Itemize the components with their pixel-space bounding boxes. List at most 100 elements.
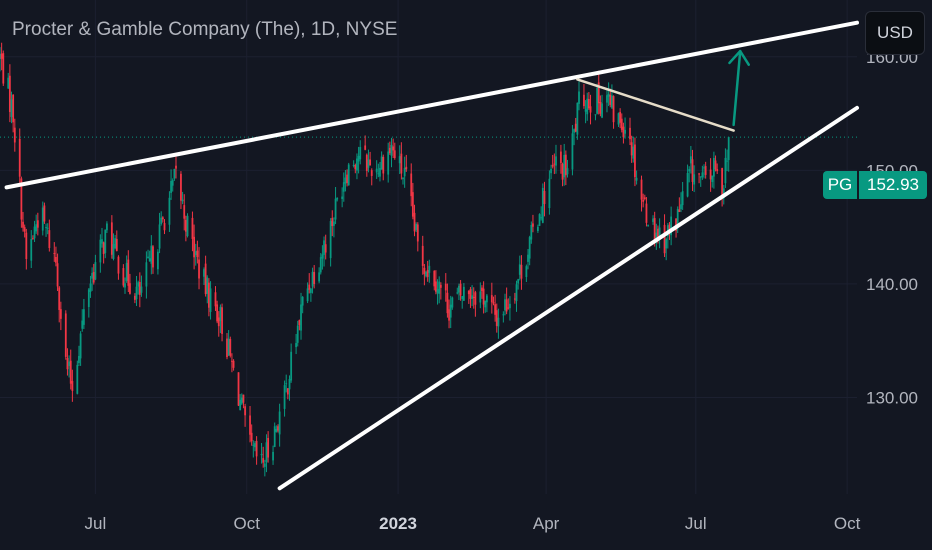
candle-body bbox=[64, 313, 67, 357]
candle-body bbox=[665, 239, 668, 249]
candle-body bbox=[352, 165, 355, 167]
candle-body bbox=[183, 205, 186, 219]
candle-body bbox=[415, 224, 418, 230]
candle-body bbox=[617, 113, 620, 125]
candle-body bbox=[272, 451, 274, 461]
candle-body bbox=[7, 77, 10, 89]
candle-body bbox=[163, 223, 166, 231]
candle-body bbox=[444, 283, 447, 291]
candle-body bbox=[277, 426, 279, 431]
candle-body bbox=[117, 256, 120, 274]
candle-body bbox=[392, 146, 395, 151]
candle-body bbox=[341, 196, 344, 199]
candle-body bbox=[229, 339, 232, 356]
candle-body bbox=[285, 383, 288, 385]
candle-body bbox=[239, 399, 242, 411]
candle-body bbox=[342, 182, 345, 192]
candle-body bbox=[425, 271, 427, 277]
candle-body bbox=[214, 292, 217, 307]
candle-body bbox=[68, 361, 70, 367]
candle-body bbox=[606, 95, 608, 103]
candle-body bbox=[33, 226, 36, 239]
candle-body bbox=[196, 250, 199, 258]
candle-body bbox=[564, 154, 567, 176]
candle-body bbox=[645, 203, 648, 223]
candle-body bbox=[722, 188, 725, 199]
time-axis-tick-label: Jul bbox=[685, 514, 707, 533]
candle-body bbox=[543, 190, 546, 205]
currency-button[interactable]: USD bbox=[865, 11, 925, 55]
candle-body bbox=[435, 281, 437, 292]
candle-body bbox=[551, 164, 554, 167]
candle-body bbox=[599, 102, 602, 114]
candle-body bbox=[469, 289, 472, 299]
candle-body bbox=[589, 106, 592, 113]
candle-body bbox=[290, 351, 293, 381]
candle-body bbox=[78, 355, 80, 364]
candle-body bbox=[527, 254, 529, 262]
candle-body bbox=[206, 277, 209, 294]
candle-body bbox=[405, 166, 408, 170]
candle-body bbox=[471, 295, 473, 299]
candle-body bbox=[532, 223, 534, 227]
candle-body bbox=[583, 94, 585, 107]
candle-body bbox=[41, 207, 44, 231]
candle-body bbox=[252, 444, 255, 446]
candle-body bbox=[670, 216, 673, 236]
candle-body bbox=[704, 166, 707, 175]
drawings-layer[interactable] bbox=[4, 20, 859, 491]
candle-body bbox=[298, 320, 301, 326]
candle-body bbox=[515, 284, 518, 302]
candle-body bbox=[462, 286, 465, 301]
candle-body bbox=[101, 239, 103, 244]
candle-body bbox=[370, 170, 373, 176]
candle-body bbox=[538, 214, 541, 226]
candle-body bbox=[13, 127, 16, 143]
candle-body bbox=[686, 172, 689, 197]
candle-body bbox=[402, 177, 404, 180]
candle-body bbox=[237, 372, 240, 406]
candle-body bbox=[474, 292, 477, 305]
candle-body bbox=[94, 262, 97, 280]
candle-body bbox=[145, 262, 148, 287]
candle-body bbox=[79, 333, 82, 359]
candle-body bbox=[56, 263, 59, 287]
candle-body bbox=[680, 204, 682, 210]
candle-body bbox=[25, 232, 28, 260]
candle-body bbox=[357, 155, 360, 162]
candle-body bbox=[393, 150, 396, 159]
time-axis-tick-label: Apr bbox=[533, 514, 560, 533]
candle-body bbox=[426, 269, 429, 277]
candle-body bbox=[714, 160, 717, 170]
candle-body bbox=[675, 218, 677, 231]
time-axis[interactable]: Jul Oct 2023 Apr Jul Oct bbox=[85, 514, 861, 533]
candle-body bbox=[640, 179, 643, 200]
candle-body bbox=[643, 197, 646, 200]
candle-body bbox=[0, 53, 1, 60]
candle-body bbox=[2, 53, 5, 84]
candle-body bbox=[278, 411, 281, 435]
candle-body bbox=[632, 146, 635, 159]
candle-body bbox=[273, 426, 276, 447]
candle-body bbox=[377, 173, 380, 175]
candle-body bbox=[242, 394, 245, 403]
candle-body bbox=[550, 168, 552, 174]
candle-body bbox=[147, 256, 149, 259]
candle-body bbox=[89, 283, 92, 293]
pullback-line-trendline bbox=[576, 78, 735, 132]
candle-body bbox=[226, 338, 228, 358]
candle-body bbox=[140, 286, 143, 293]
candle-body bbox=[502, 314, 505, 316]
candle-body bbox=[308, 284, 311, 290]
candle-body bbox=[629, 127, 631, 140]
candle-body bbox=[699, 176, 702, 178]
candle-body bbox=[517, 279, 520, 284]
candle-body bbox=[334, 198, 337, 220]
candle-body bbox=[711, 175, 714, 182]
candle-body bbox=[642, 199, 645, 202]
candle-body bbox=[364, 145, 367, 150]
candle-body bbox=[59, 309, 62, 319]
